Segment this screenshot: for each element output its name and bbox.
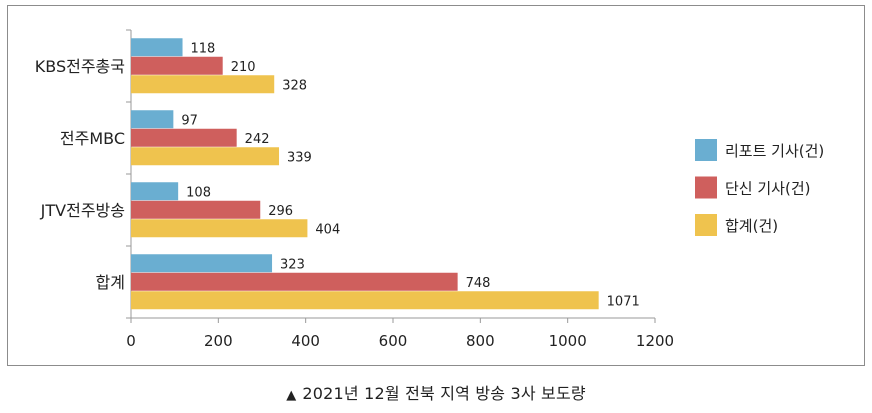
data-label: 108 <box>186 186 211 201</box>
category-label: JTV전주방송 <box>40 201 125 220</box>
x-tick-label: 800 <box>466 332 495 350</box>
data-label: 404 <box>315 223 340 238</box>
category-label: 전주MBC <box>60 129 125 148</box>
legend-label: 단신 기사(건) <box>725 180 810 198</box>
bar <box>131 291 599 310</box>
data-label: 210 <box>231 60 256 75</box>
data-label: 328 <box>282 79 307 94</box>
bar <box>131 219 308 238</box>
data-label: 1071 <box>607 295 640 310</box>
x-tick-label: 1200 <box>636 332 674 350</box>
x-tick-label: 400 <box>291 332 320 350</box>
legend-label: 리포트 기사(건) <box>725 142 824 160</box>
data-label: 118 <box>191 42 216 57</box>
data-label: 97 <box>181 114 198 129</box>
x-tick-label: 600 <box>379 332 408 350</box>
legend-label: 합계(건) <box>725 217 778 235</box>
chart-caption: ▲ 2021년 12월 전북 지역 방송 3사 보도량 <box>0 380 872 404</box>
x-tick-label: 1000 <box>549 332 587 350</box>
bar <box>131 272 458 291</box>
data-label: 242 <box>245 132 270 147</box>
bar-chart: 0 200 400 600 800 1000 1200 KBS전주총국 118 210 328 전주M… <box>35 29 824 350</box>
data-label: 748 <box>466 276 491 291</box>
bar <box>131 56 223 75</box>
x-tick-label: 0 <box>126 332 136 350</box>
legend-swatch <box>695 214 717 236</box>
data-label: 296 <box>268 204 293 219</box>
data-label: 339 <box>287 151 312 166</box>
bar <box>131 38 183 57</box>
data-label: 323 <box>280 258 305 273</box>
caption-triangle-icon: ▲ <box>286 388 297 403</box>
x-tick-label: 200 <box>204 332 233 350</box>
caption-text: 2021년 12월 전북 지역 방송 3사 보도량 <box>302 384 586 403</box>
category-label: KBS전주총국 <box>35 57 125 76</box>
legend-swatch <box>695 176 717 199</box>
category-label: 합계 <box>96 273 125 292</box>
bar <box>131 182 179 201</box>
legend-swatch <box>695 139 717 161</box>
bar <box>131 128 237 147</box>
bar <box>131 110 174 129</box>
bar <box>131 200 261 219</box>
bar <box>131 254 273 273</box>
bar <box>131 147 280 166</box>
bar <box>131 75 275 94</box>
